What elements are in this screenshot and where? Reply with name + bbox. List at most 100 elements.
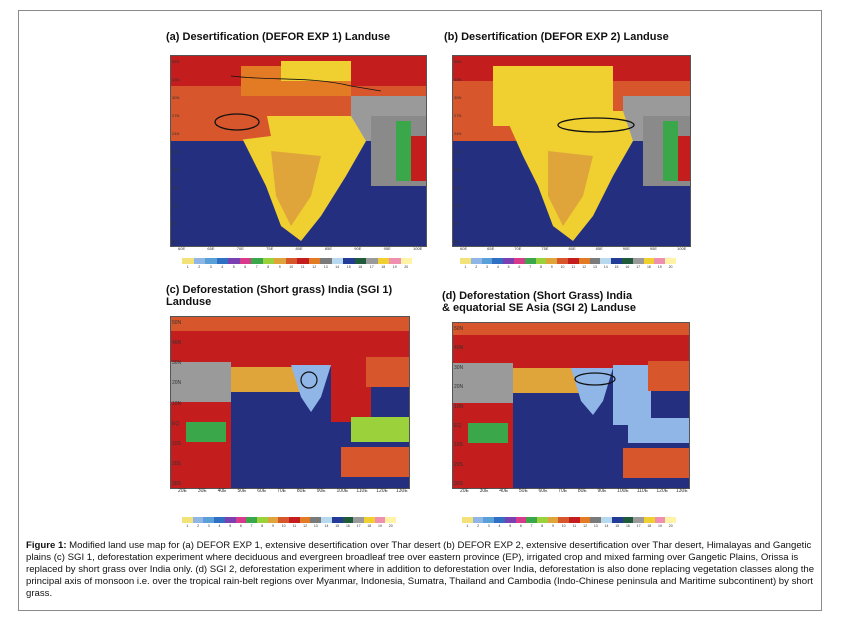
legend-number: 7 <box>529 265 532 269</box>
lon-tick-label: 120E <box>656 488 669 494</box>
lat-tick-label: 30N <box>454 95 462 100</box>
legend-swatch <box>285 258 297 264</box>
legend-swatch <box>216 258 228 264</box>
lon-tick-label: 20E <box>460 488 469 494</box>
legend-number: 1 <box>464 265 467 269</box>
legend-swatch <box>278 517 290 523</box>
lon-tick-label: 60E <box>178 246 186 251</box>
panel-b-landuse-map <box>453 56 690 246</box>
lon-tick-label: 60E <box>257 488 267 494</box>
lat-tick-label: 15N <box>172 185 180 190</box>
panel-a-legend <box>182 258 412 264</box>
legend-swatch <box>321 517 332 523</box>
legend-number: 20 <box>668 524 673 528</box>
lon-tick-label: 100E <box>413 246 423 251</box>
legend-number: 4 <box>218 524 221 528</box>
panel-d-legend <box>462 517 677 523</box>
legend-number: 7 <box>255 265 258 269</box>
legend-number: 19 <box>658 524 662 528</box>
legend-swatch <box>504 517 516 523</box>
legend-number: 9 <box>550 265 553 269</box>
lat-tick-label: 40N <box>172 340 182 347</box>
lon-tick-label: 100E <box>617 488 629 494</box>
legend-swatch <box>536 517 548 523</box>
legend-swatch <box>308 258 320 264</box>
lat-tick-label: 24N <box>454 131 462 136</box>
legend-swatch <box>251 258 263 264</box>
lon-tick-label: 100E <box>336 488 349 494</box>
legend-number: 12 <box>583 524 588 528</box>
lon-tick-label: 110E <box>636 488 649 494</box>
legend-number: 14 <box>335 265 340 269</box>
legend-swatch <box>621 258 633 264</box>
legend-number: 15 <box>346 265 351 269</box>
caption-label: Figure 1: <box>26 540 67 551</box>
legend-number: 7 <box>530 524 533 528</box>
lat-tick-label: EQ <box>172 420 180 427</box>
legend-swatch <box>400 258 412 264</box>
legend-swatch <box>578 258 590 264</box>
legend-number: 4 <box>498 524 501 528</box>
legend-swatch <box>524 258 536 264</box>
lat-tick-label: 50N <box>172 320 182 326</box>
legend-swatch <box>460 258 471 264</box>
legend-swatch <box>256 517 268 523</box>
legend-number: 8 <box>540 265 542 269</box>
legend-number: 4 <box>496 265 499 269</box>
lat-tick-label: 40N <box>454 345 464 352</box>
legend-number: 19 <box>392 265 397 269</box>
legend-number: 6 <box>239 524 242 528</box>
lon-tick-label: 70E <box>558 488 568 494</box>
legend-swatch <box>654 517 666 523</box>
panel-b-map <box>452 55 691 247</box>
lon-tick-label: 75E <box>541 246 549 251</box>
legend-swatch <box>274 258 286 264</box>
lon-tick-label: 65E <box>207 246 215 251</box>
legend-number: 3 <box>487 524 490 528</box>
legend-number: 7 <box>250 524 253 528</box>
legend-swatch <box>331 258 343 264</box>
lon-tick-label: 40E <box>217 488 227 494</box>
legend-number: 13 <box>323 265 328 269</box>
legend-number: 10 <box>289 265 294 269</box>
legend-number: 15 <box>614 265 619 269</box>
lon-tick-label: 20E <box>178 488 187 494</box>
legend-swatch <box>462 517 473 523</box>
legend-swatch <box>354 258 366 264</box>
legend-number: 12 <box>303 524 308 528</box>
lat-tick-label: 30N <box>172 360 182 367</box>
legend-number: 13 <box>593 524 598 528</box>
legend-swatch <box>567 258 579 264</box>
legend-number: 5 <box>507 265 510 269</box>
lat-tick-label: 30S <box>454 481 463 487</box>
legend-swatch <box>665 517 677 523</box>
legend-swatch <box>622 517 634 523</box>
legend-swatch <box>366 258 378 264</box>
legend-number: 9 <box>272 524 274 528</box>
legend-number: 16 <box>625 265 630 269</box>
lat-tick-label: 12N <box>454 203 462 208</box>
panel-a-map <box>170 55 427 247</box>
legend-swatch <box>601 517 612 523</box>
legend-number: 16 <box>345 524 350 528</box>
legend-swatch <box>472 517 484 523</box>
legend-number: 3 <box>207 524 210 528</box>
lat-tick-label: 27N <box>454 113 462 118</box>
legend-swatch <box>331 517 343 523</box>
panel-d-legend-numbers: 1 2 3 4 5 6 7 8 9 10 11 12 13 14 15 16 17 18 19 20 <box>462 524 676 528</box>
lat-tick-label: 10S <box>454 442 463 449</box>
legend-swatch <box>239 258 251 264</box>
panel-a-legend-numbers: 1 2 3 4 5 6 7 8 9 10 11 12 13 14 15 16 17 18 19 20 <box>182 265 412 269</box>
legend-number: 17 <box>636 524 641 528</box>
lat-tick-label: 10N <box>172 400 182 407</box>
legend-number: 6 <box>518 265 521 269</box>
lon-tick-label: 80E <box>296 488 306 494</box>
lat-tick-label: 36N <box>454 59 462 64</box>
lat-tick-label: 20S <box>172 460 181 467</box>
legend-swatch <box>643 258 655 264</box>
lon-tick-label: 30E <box>479 488 489 494</box>
lon-tick-label: 50E <box>518 488 528 494</box>
legend-swatch <box>193 258 205 264</box>
legend-number: 17 <box>636 265 641 269</box>
legend-swatch <box>246 517 257 523</box>
